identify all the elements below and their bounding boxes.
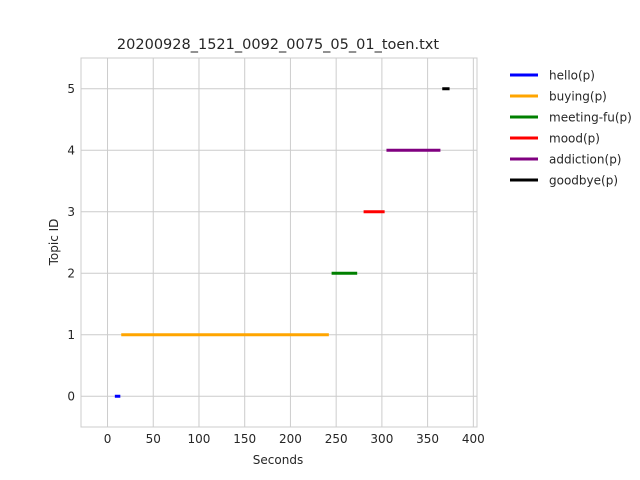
y-tick-label: 1	[67, 328, 75, 342]
x-tick-label: 350	[416, 432, 439, 446]
legend-label: goodbye(p)	[549, 174, 618, 188]
legend-label: mood(p)	[549, 132, 600, 146]
legend-label: hello(p)	[549, 69, 595, 83]
legend: hello(p) buying(p) meeting-fu(p) mood(p) add…	[510, 69, 632, 188]
y-tick-label: 0	[67, 389, 75, 403]
plot-frame	[80, 57, 478, 428]
legend-label: meeting-fu(p)	[549, 111, 632, 125]
tick-labels: 0 50 100 150 200 250 300 350 400 0 1 2 3 4 5	[67, 82, 484, 446]
x-tick-label: 50	[146, 432, 161, 446]
y-axis-label: Topic ID	[47, 219, 61, 267]
x-axis-label: Seconds	[253, 453, 303, 467]
y-tick-label: 3	[67, 205, 75, 219]
y-tick-label: 5	[67, 82, 75, 96]
series-layer	[114, 87, 450, 398]
legend-label: buying(p)	[549, 90, 607, 104]
x-tick-label: 150	[233, 432, 256, 446]
chart-title: 20200928_1521_0092_0075_05_01_toen.txt	[117, 37, 439, 53]
x-tick-label: 400	[462, 432, 485, 446]
x-tick-label: 300	[370, 432, 393, 446]
x-tick-label: 200	[279, 432, 302, 446]
y-tick-label: 2	[67, 266, 75, 280]
x-tick-label: 250	[325, 432, 348, 446]
x-tick-label: 100	[188, 432, 211, 446]
x-tick-label: 0	[104, 432, 112, 446]
y-tick-label: 4	[67, 143, 75, 157]
legend-label: addiction(p)	[549, 153, 622, 167]
